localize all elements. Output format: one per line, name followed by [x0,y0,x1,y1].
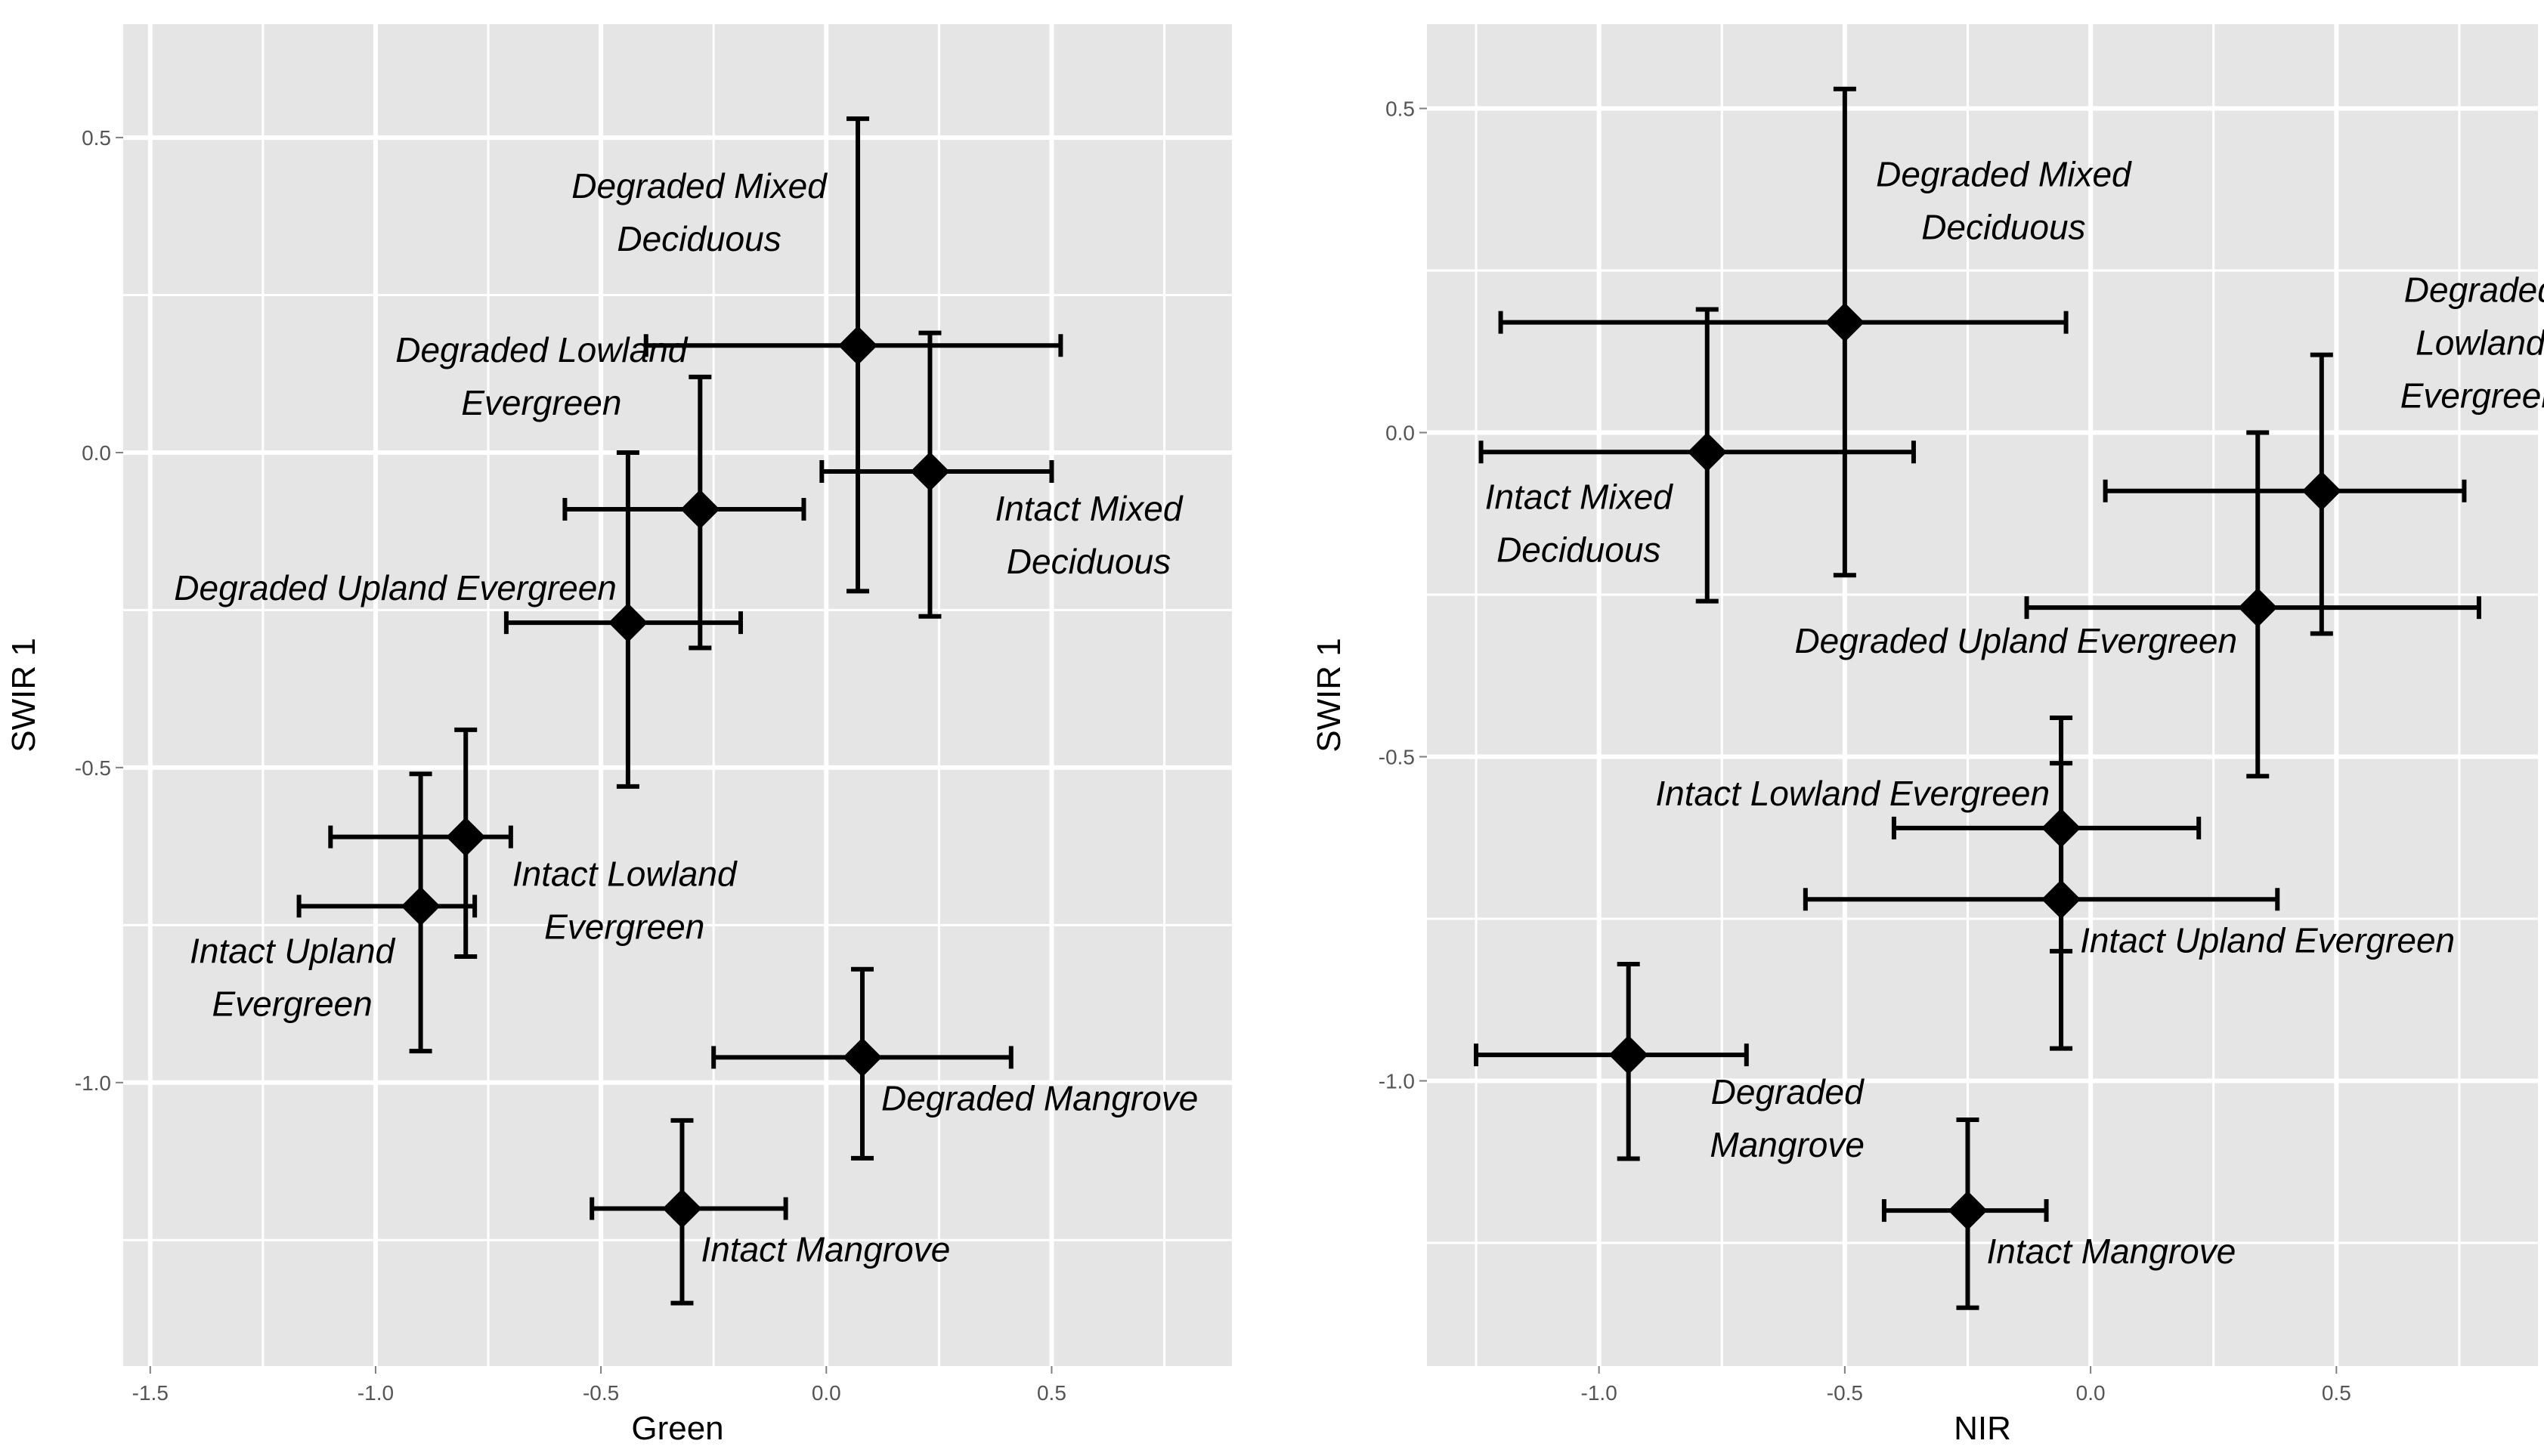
point-marker [1687,432,1727,472]
point-degraded-upland-evergreen: Degraded Upland Evergreen [174,450,743,789]
point-label: Evergreen [461,383,621,422]
point-label: Intact Upland Evergreen [2080,920,2455,960]
point-marker [446,817,486,857]
x-tick-label: -1.0 [357,1381,394,1405]
point-label: Evergreen [544,907,704,947]
y-tick-label: 0.5 [82,126,111,150]
x-tick-label: 0.5 [2322,1381,2351,1405]
plot-panel [123,24,1232,1366]
point-label: Evergreen [2400,376,2544,416]
point-label: Intact Lowland Evergreen [1655,774,2050,813]
point-marker [1948,1191,1988,1231]
point-degraded-upland-evergreen: Degraded Upland Evergreen [1794,430,2481,779]
point-label: Degraded Mangrove [881,1078,1198,1118]
point-degraded-mangrove: Degraded Mangrove [1474,962,1865,1164]
point-degraded-lowland-evergreen: Degraded Lowland Evergreen [395,330,806,651]
point-marker [1608,1035,1648,1075]
point-marker [401,886,441,926]
point-degraded-mixed-deciduous: Degraded Mixed Deciduous [1498,86,2132,578]
point-label: Deciduous [1921,208,2085,247]
point-label: Intact Upland [190,931,395,970]
y-tick-label: 0.0 [82,441,111,465]
point-label: Lowland [2416,323,2544,363]
x-tick-label: 0.0 [812,1381,841,1405]
point-marker [1824,302,1865,342]
point-marker [838,326,878,366]
point-label: Evergreen [212,984,372,1023]
point-marker [910,452,950,491]
point-label: Degraded [2404,270,2544,310]
y-axis-title: SWIR 1 [5,638,42,753]
point-label: Intact Mixed [1485,477,1673,516]
y-tick-label: -0.5 [1379,746,1415,769]
plot-panel [1427,24,2538,1366]
x-axis-title: NIR [1954,1410,2011,1447]
chart-nir-vs-swir1: -1.0 -0.5 0.0 0.5 -1.0 -0.5 0.0 0.5 NIR SWIR 1 Deg… [1311,24,2544,1447]
x-tick-label: -1.0 [1581,1381,1617,1405]
x-tick-label: 0.0 [2076,1381,2106,1405]
point-intact-mixed-deciduous: Intact Mixed Deciduous [819,330,1184,619]
point-marker [2238,588,2278,628]
x-tick-label: -0.5 [1827,1381,1863,1405]
y-axis-title: SWIR 1 [1311,638,1348,753]
point-intact-lowland-evergreen: Intact Lowland Evergreen [328,727,738,960]
x-tick-label: 0.5 [1037,1381,1066,1405]
point-label: Deciduous [1496,530,1660,569]
point-label: Degraded Upland Evergreen [1794,621,2237,660]
x-axis-title: Green [631,1410,723,1447]
point-label: Degraded Mixed [571,166,828,206]
y-tick-label: -0.5 [75,756,111,780]
point-label: Intact Lowland [512,855,738,894]
point-label: Degraded Mixed [1876,155,2132,194]
point-marker [2301,471,2341,511]
y-tick-label: -1.0 [75,1071,111,1095]
point-label: Intact Mixed [995,489,1183,528]
point-degraded-mangrove: Degraded Mangrove [711,966,1198,1161]
point-label: Deciduous [617,219,781,258]
point-marker [662,1189,702,1229]
point-intact-mangrove: Intact Mangrove [590,1118,950,1306]
point-marker [608,603,648,643]
point-degraded-mixed-deciduous: Degraded Mixed Deciduous [571,116,1063,594]
point-label: Degraded Upland Evergreen [174,568,617,607]
point-degraded-lowland-evergreen: Degraded Lowland Evergreen [2103,270,2544,636]
point-intact-upland-evergreen: Intact Upland Evergreen [190,771,478,1054]
point-intact-mangrove: Intact Mangrove [1881,1117,2236,1310]
y-tick-label: 0.0 [1385,422,1415,445]
chart-green-vs-swir1: -1.5 -1.0 -0.5 0.0 0.5 -1.0 -0.5 0.0 0.5 Green SWI… [5,24,1232,1447]
point-label: Deciduous [1007,542,1171,581]
point-label: Mangrove [1710,1125,1865,1164]
point-intact-upland-evergreen: Intact Upland Evergreen [1803,761,2455,1051]
x-tick-label: -0.5 [583,1381,619,1405]
point-marker [843,1037,882,1077]
point-label: Intact Mangrove [701,1230,950,1269]
point-marker [680,490,720,530]
point-intact-mixed-deciduous: Intact Mixed Deciduous [1478,307,1916,604]
point-label: Intact Mangrove [1986,1232,2236,1271]
y-tick-label: 0.5 [1385,97,1415,121]
point-marker [2041,879,2081,920]
y-tick-label: -1.0 [1379,1069,1415,1093]
point-label: Degraded [1711,1072,1865,1111]
x-tick-label: -1.5 [132,1381,169,1405]
point-label: Degraded Lowland [395,330,689,369]
